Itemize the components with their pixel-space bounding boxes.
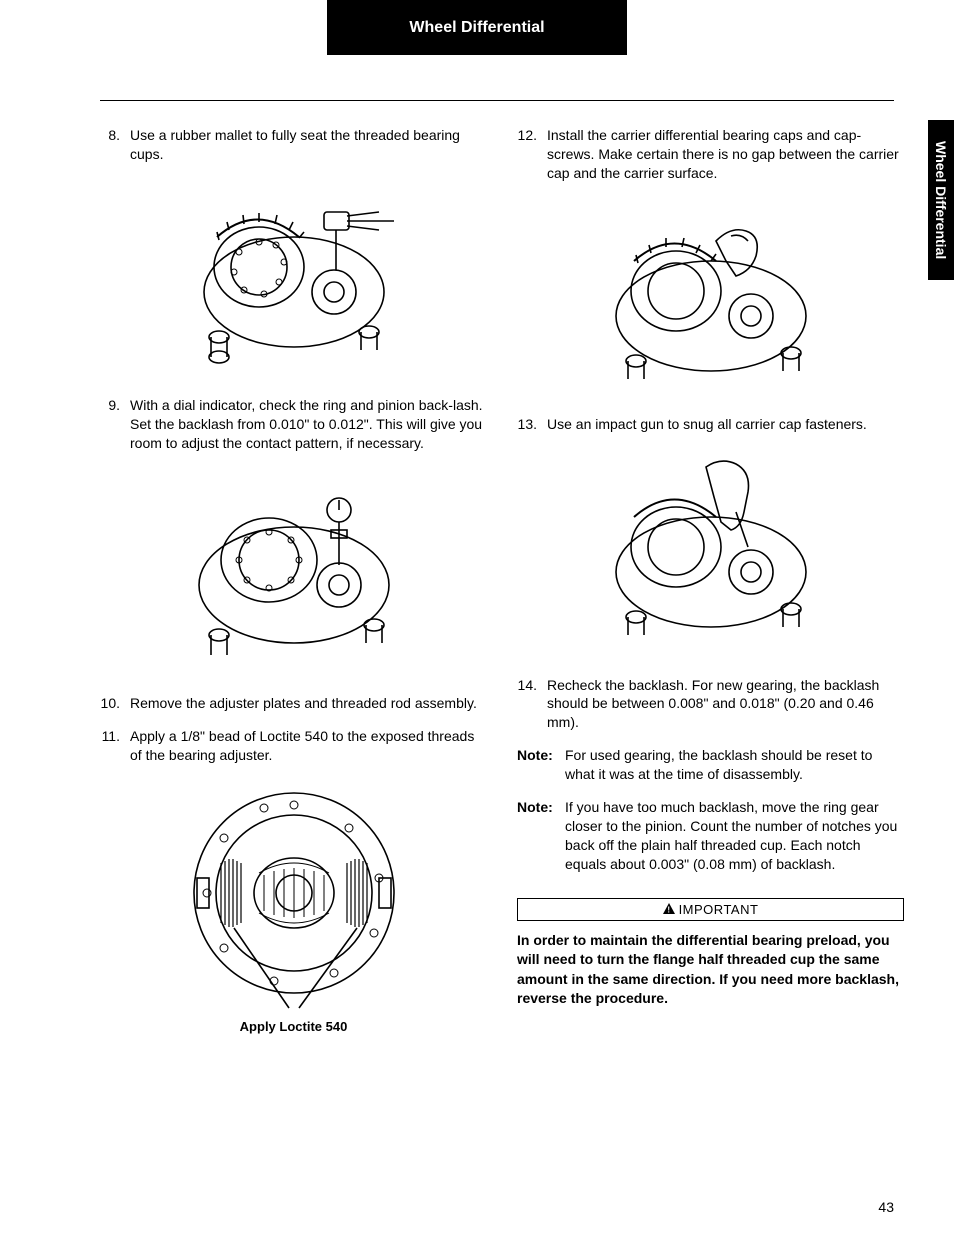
- step-text: Apply a 1/8" bead of Loctite 540 to the …: [130, 727, 487, 765]
- step-number: 12.: [517, 126, 547, 183]
- important-text: In order to maintain the differential be…: [517, 931, 904, 1009]
- figure-loctite: Apply Loctite 540: [100, 783, 487, 1054]
- step-text: Remove the adjuster plates and threaded …: [130, 694, 487, 713]
- diff-dial-illustration: [179, 470, 409, 670]
- step-item: 10. Remove the adjuster plates and threa…: [100, 694, 487, 713]
- note-text: For used gearing, the backlash should be…: [561, 746, 904, 784]
- step-number: 9.: [100, 396, 130, 453]
- important-heading-box: ! IMPORTANT: [517, 898, 904, 921]
- figure-dial-indicator: [100, 470, 487, 670]
- top-rule: [100, 100, 894, 101]
- side-tab-label: Wheel Differential: [933, 141, 949, 259]
- important-heading: IMPORTANT: [679, 902, 759, 917]
- diff-impact-illustration: [596, 452, 826, 652]
- note-label: Note:: [517, 746, 561, 784]
- figure-caps: [517, 201, 904, 391]
- step-item: 12. Install the carrier differential bea…: [517, 126, 904, 183]
- step-number: 13.: [517, 415, 547, 434]
- note-item: Note: If you have too much backlash, mov…: [517, 798, 904, 874]
- step-text: Use an impact gun to snug all carrier ca…: [547, 415, 904, 434]
- step-item: 13. Use an impact gun to snug all carrie…: [517, 415, 904, 434]
- step-item: 8. Use a rubber mallet to fully seat the…: [100, 126, 487, 164]
- figure-mallet: [100, 182, 487, 372]
- content-area: 8. Use a rubber mallet to fully seat the…: [0, 126, 954, 1078]
- step-text: Recheck the backlash. For new gearing, t…: [547, 676, 904, 733]
- step-number: 8.: [100, 126, 130, 164]
- figure-caption: Apply Loctite 540: [240, 1019, 348, 1034]
- figure-impact-gun: [517, 452, 904, 652]
- note-item: Note: For used gearing, the backlash sho…: [517, 746, 904, 784]
- step-text: Use a rubber mallet to fully seat the th…: [130, 126, 487, 164]
- warning-icon: !: [663, 902, 675, 917]
- step-text: Install the carrier differential bearing…: [547, 126, 904, 183]
- left-column: 8. Use a rubber mallet to fully seat the…: [100, 126, 487, 1078]
- diff-caps-illustration: [596, 201, 826, 391]
- diff-loctite-illustration: [179, 783, 409, 1013]
- header-title-band: Wheel Differential: [327, 0, 627, 55]
- step-number: 11.: [100, 727, 130, 765]
- right-column: 12. Install the carrier differential bea…: [517, 126, 904, 1078]
- step-item: 9. With a dial indicator, check the ring…: [100, 396, 487, 453]
- side-tab: Wheel Differential: [928, 120, 954, 280]
- page-number: 43: [878, 1199, 894, 1215]
- header-title: Wheel Differential: [409, 19, 544, 37]
- note-label: Note:: [517, 798, 561, 874]
- step-text: With a dial indicator, check the ring an…: [130, 396, 487, 453]
- step-item: 11. Apply a 1/8" bead of Loctite 540 to …: [100, 727, 487, 765]
- step-item: 14. Recheck the backlash. For new gearin…: [517, 676, 904, 733]
- step-number: 10.: [100, 694, 130, 713]
- diff-mallet-illustration: [179, 182, 409, 372]
- step-number: 14.: [517, 676, 547, 733]
- note-text: If you have too much backlash, move the …: [561, 798, 904, 874]
- svg-text:!: !: [667, 905, 670, 914]
